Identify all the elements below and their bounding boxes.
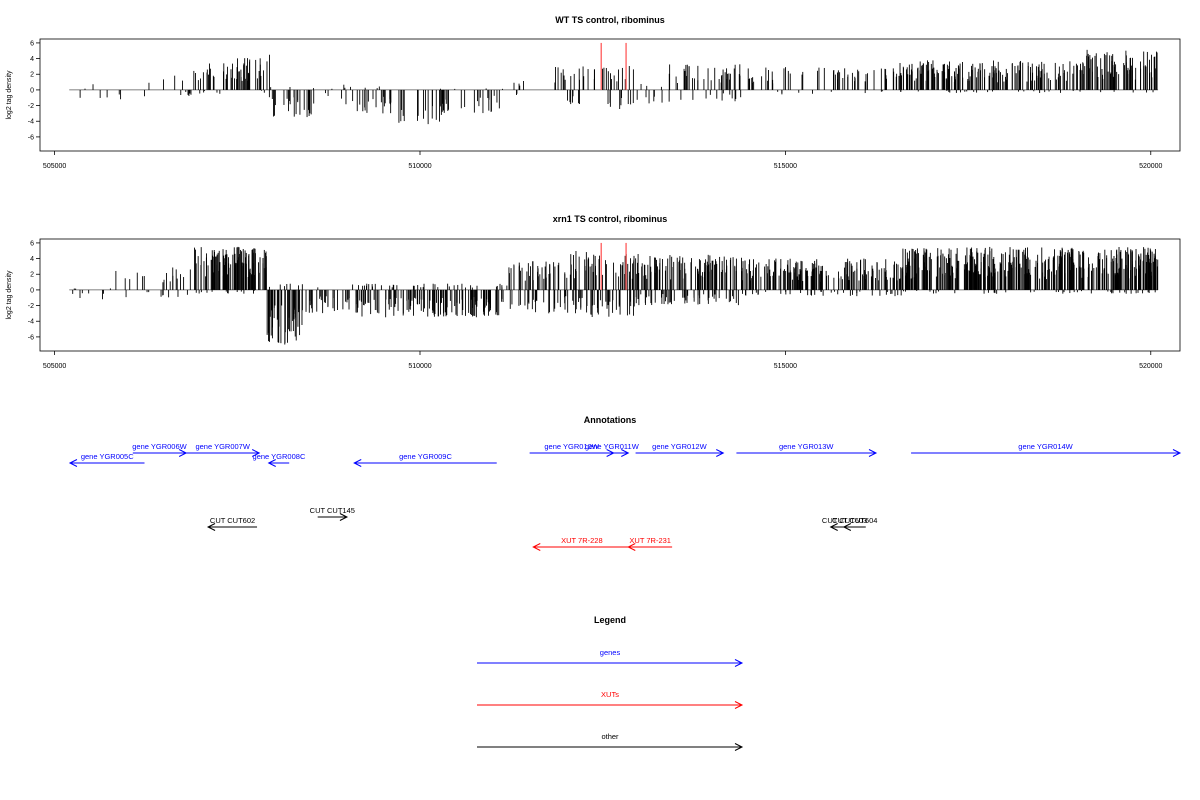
annotation-feature: gene YGR011W bbox=[585, 442, 640, 457]
annotation-feature: gene YGR012W bbox=[635, 442, 725, 457]
annotation-feature: XUT 7R-228 bbox=[532, 536, 631, 551]
feature-arrowhead bbox=[339, 513, 349, 521]
annotation-feature: gene YGR005C bbox=[68, 452, 145, 467]
feature-arrowhead bbox=[353, 459, 362, 467]
y-tick-label: -2 bbox=[28, 303, 34, 310]
x-tick-label: 510000 bbox=[408, 163, 431, 170]
feature-arrowhead bbox=[68, 459, 78, 467]
xrn1-track-bars bbox=[69, 242, 1159, 345]
feature-label: gene YGR013W bbox=[779, 442, 834, 451]
legend-label: XUTs bbox=[601, 690, 619, 699]
annotation-feature: gene YGR013W bbox=[736, 442, 878, 457]
feature-label: XUT 7R-231 bbox=[629, 536, 671, 545]
annotation-feature: XUT 7R-231 bbox=[627, 536, 673, 551]
wt-track-axes: -6 -4 -2 0 2 4 6 505000 510000 515000 520000 bbox=[28, 40, 1163, 170]
legend-entry: other bbox=[477, 732, 744, 751]
wt-track-title: WT TS control, ribominus bbox=[555, 15, 665, 25]
wt-track-ylabel: log2 tag density bbox=[6, 70, 13, 120]
x-tick-label: 515000 bbox=[774, 363, 797, 370]
x-tick-label: 505000 bbox=[43, 163, 66, 170]
feature-label: gene YGR006W bbox=[132, 442, 187, 451]
y-tick-label: 4 bbox=[30, 256, 34, 263]
y-tick-label: 4 bbox=[30, 56, 34, 63]
legend-entries: genes XUTs other bbox=[477, 648, 744, 751]
feature-label: CUT CUT602 bbox=[210, 516, 255, 525]
annotation-feature: CUT CUT602 bbox=[206, 516, 258, 531]
xrn1-track-axes: -6 -4 -2 0 2 4 6 505000 510000 515000 520000 bbox=[28, 240, 1163, 370]
y-tick-label: -4 bbox=[28, 319, 34, 326]
wt-track-bars bbox=[69, 42, 1159, 125]
y-tick-label: 0 bbox=[30, 87, 34, 94]
legend-arrowhead bbox=[734, 659, 744, 667]
annotation-feature: gene YGR008C bbox=[253, 452, 306, 467]
x-tick-label: 515000 bbox=[774, 163, 797, 170]
feature-arrowhead bbox=[716, 449, 725, 457]
feature-label: gene YGR012W bbox=[652, 442, 707, 451]
y-tick-label: 2 bbox=[30, 72, 34, 79]
y-tick-label: 6 bbox=[30, 240, 34, 247]
y-tick-label: -2 bbox=[28, 103, 34, 110]
y-tick-label: -6 bbox=[28, 134, 34, 141]
annotation-feature: gene YGR006W bbox=[132, 442, 188, 457]
feature-arrowhead bbox=[532, 543, 541, 551]
feature-label: gene YGR011W bbox=[585, 442, 640, 451]
feature-label: gene YGR007W bbox=[195, 442, 250, 451]
xrn1-track-title: xrn1 TS control, ribominus bbox=[553, 214, 668, 224]
y-tick-label: 0 bbox=[30, 287, 34, 294]
feature-label: CUT CUT603 bbox=[822, 516, 867, 525]
wt-track-panel: WT TS control, ribominus log2 tag densit… bbox=[6, 15, 1181, 170]
feature-arrowhead bbox=[868, 449, 878, 457]
y-tick-label: 2 bbox=[30, 272, 34, 279]
legend-label: other bbox=[601, 732, 619, 741]
feature-label: CUT CUT604 bbox=[832, 516, 877, 525]
feature-label: gene YGR005C bbox=[81, 452, 134, 461]
legend-label: genes bbox=[600, 648, 621, 657]
y-tick-label: 6 bbox=[30, 40, 34, 47]
x-tick-label: 505000 bbox=[43, 363, 66, 370]
wt-track-plot-frame bbox=[39, 38, 1181, 152]
annotations-title: Annotations bbox=[584, 415, 637, 425]
x-tick-label: 520000 bbox=[1139, 363, 1162, 370]
y-tick-label: -6 bbox=[28, 334, 34, 341]
legend-entry: XUTs bbox=[477, 690, 744, 709]
feature-arrowhead bbox=[1172, 449, 1182, 457]
xrn1-track-plot-frame bbox=[39, 238, 1181, 352]
legend-arrowhead bbox=[734, 743, 744, 751]
feature-label: XUT 7R-228 bbox=[561, 536, 603, 545]
feature-label: gene YGR009C bbox=[399, 452, 452, 461]
feature-label: gene YGR014W bbox=[1018, 442, 1073, 451]
x-tick-label: 520000 bbox=[1139, 163, 1162, 170]
annotation-feature: CUT CUT145 bbox=[310, 506, 355, 521]
legend-entry: genes bbox=[477, 648, 744, 667]
legend-panel: Legend genes XUTs other bbox=[477, 615, 744, 751]
xrn1-track-ylabel: log2 tag density bbox=[6, 270, 13, 320]
feature-arrowhead bbox=[621, 449, 630, 457]
annotation-feature: gene YGR014W bbox=[911, 442, 1182, 457]
annotation-feature: CUT CUT604 bbox=[832, 516, 877, 531]
x-tick-label: 510000 bbox=[408, 363, 431, 370]
feature-label: gene YGR008C bbox=[253, 452, 306, 461]
feature-label: CUT CUT145 bbox=[310, 506, 355, 515]
feature-arrowhead bbox=[206, 523, 216, 531]
legend-arrowhead bbox=[734, 701, 744, 709]
legend-title: Legend bbox=[594, 615, 626, 625]
annotation-feature: gene YGR007W bbox=[186, 442, 261, 457]
feature-arrowhead bbox=[252, 449, 261, 457]
xrn1-track-panel: xrn1 TS control, ribominus log2 tag dens… bbox=[6, 214, 1181, 370]
y-tick-label: -4 bbox=[28, 119, 34, 126]
feature-arrowhead bbox=[829, 523, 838, 531]
feature-arrowhead bbox=[842, 523, 852, 531]
feature-arrowhead bbox=[627, 543, 636, 551]
feature-arrowhead bbox=[267, 459, 276, 467]
feature-label: gene YGR010W bbox=[544, 442, 599, 451]
annotation-feature: gene YGR009C bbox=[353, 452, 497, 467]
